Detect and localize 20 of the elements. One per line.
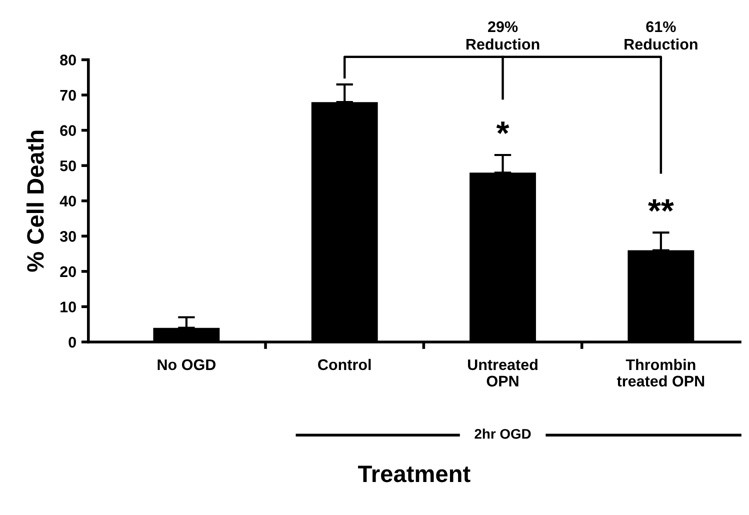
annotation: * [496, 122, 510, 134]
text: 61% Reduction [624, 21, 698, 50]
x-tick-label: Thrombin treated OPN [616, 358, 704, 387]
y-tick-label: 40 [60, 196, 76, 207]
annotation: ** [648, 199, 674, 212]
y-axis-title: % Cell Death [26, 130, 44, 272]
y-tick-label: 10 [60, 302, 76, 312]
x-tick-label: Untreated OPN [468, 358, 538, 387]
y-tick-label: 50 [60, 160, 76, 172]
y-tick-label: 60 [60, 125, 76, 136]
text: 2hr OGD [474, 428, 531, 439]
x-axis-title: Treatment [358, 466, 470, 482]
y-tick-label: 70 [60, 90, 76, 101]
text: 29% Reduction [466, 21, 540, 50]
y-tick-label: 20 [60, 266, 76, 278]
y-tick-label: 80 [60, 54, 76, 66]
x-tick-label: Control [318, 358, 371, 370]
y-tick-label: 0 [68, 336, 76, 348]
y-tick-label: 30 [60, 230, 76, 242]
x-tick-label: No OGD [158, 359, 216, 370]
